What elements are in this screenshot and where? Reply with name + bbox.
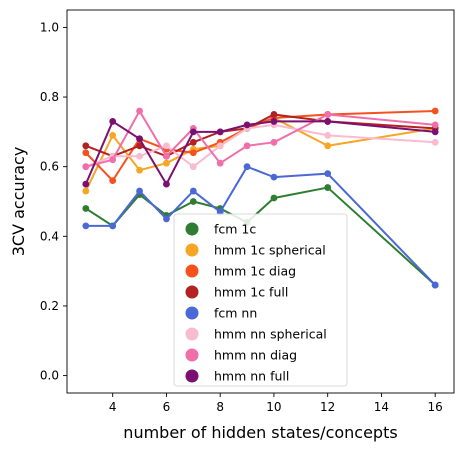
y-tick-label: 1.0 bbox=[40, 20, 59, 34]
data-point-hmm-nn-full bbox=[431, 128, 439, 136]
data-point-hmm-nn-spherical bbox=[216, 142, 224, 150]
data-point-fcm-nn bbox=[136, 187, 143, 195]
data-point-fcm-nn bbox=[82, 222, 90, 230]
legend-marker-fcm-nn bbox=[185, 306, 199, 320]
data-point-fcm-nn bbox=[189, 187, 197, 195]
series-line-hmm-nn-spherical bbox=[85, 123, 436, 168]
series-hmm-nn-full bbox=[82, 118, 439, 188]
plot-frame bbox=[66, 9, 455, 394]
data-point-hmm-nn-full bbox=[163, 180, 170, 188]
data-point-fcm-nn bbox=[431, 281, 439, 289]
data-point-fcm-nn bbox=[163, 215, 170, 223]
y-tick-label: 0.4 bbox=[40, 229, 59, 243]
data-point-hmm-1c-spherical bbox=[136, 166, 143, 174]
data-point-hmm-1c-spherical bbox=[82, 187, 90, 195]
data-point-fcm-1c bbox=[189, 198, 197, 205]
series-line-hmm-1c-diag bbox=[85, 109, 436, 182]
data-point-hmm-nn-diag bbox=[163, 152, 170, 160]
legend-marker-fcm-1c bbox=[185, 222, 199, 236]
x-tick-label: 14 bbox=[374, 400, 389, 414]
x-tick-label: 10 bbox=[266, 400, 281, 414]
legend-marker-hmm-nn-diag bbox=[185, 348, 199, 362]
data-point-hmm-nn-diag bbox=[431, 121, 439, 129]
legend-marker-hmm-1c-spherical bbox=[185, 243, 199, 257]
data-point-hmm-1c-diag bbox=[82, 149, 90, 157]
data-point-hmm-nn-spherical bbox=[324, 131, 332, 139]
legend-label-fcm-nn: fcm nn bbox=[214, 306, 257, 321]
series-line-hmm-nn-diag bbox=[85, 109, 436, 168]
y-axis-ticks: 0.0 0.2 0.4 0.6 0.8 1.0 bbox=[40, 20, 67, 383]
y-axis-label: 3CV accuracy bbox=[9, 147, 28, 257]
data-point-hmm-nn-diag bbox=[109, 156, 117, 164]
data-point-hmm-1c-spherical bbox=[324, 142, 332, 150]
x-tick-label: 6 bbox=[163, 400, 171, 414]
series-line-hmm-1c-full bbox=[85, 113, 436, 158]
legend-label-hmm-1c-diag: hmm 1c diag bbox=[214, 264, 296, 279]
legend-label-hmm-1c-full: hmm 1c full bbox=[214, 285, 288, 300]
legend-marker-hmm-nn-full bbox=[185, 369, 199, 383]
legend-label-hmm-nn-full: hmm nn full bbox=[214, 369, 289, 384]
y-tick-label: 0.0 bbox=[40, 369, 59, 383]
legend-label-hmm-nn-diag: hmm nn diag bbox=[214, 348, 297, 363]
data-point-hmm-nn-spherical bbox=[431, 138, 439, 146]
data-point-hmm-1c-full bbox=[82, 142, 90, 150]
data-point-hmm-nn-spherical bbox=[136, 152, 143, 160]
legend-box bbox=[173, 213, 348, 387]
data-point-hmm-nn-diag bbox=[216, 159, 224, 167]
data-point-hmm-1c-diag bbox=[109, 177, 117, 185]
series-layer bbox=[82, 107, 439, 289]
data-point-hmm-nn-full bbox=[270, 118, 278, 125]
data-point-hmm-1c-diag bbox=[189, 149, 197, 157]
series-line-fcm-1c bbox=[85, 186, 436, 286]
data-point-fcm-nn bbox=[324, 170, 332, 178]
legend-label-hmm-nn-spherical: hmm nn spherical bbox=[214, 327, 327, 342]
data-point-hmm-nn-full bbox=[216, 128, 224, 136]
data-point-fcm-1c bbox=[324, 184, 332, 191]
data-point-hmm-nn-full bbox=[324, 118, 332, 125]
data-point-hmm-nn-spherical bbox=[189, 163, 197, 171]
data-point-hmm-1c-full bbox=[270, 111, 278, 118]
series-hmm-nn-diag bbox=[82, 107, 439, 171]
legend: fcm 1c hmm 1c spherical hmm 1c diag hmm 1c … bbox=[173, 213, 348, 387]
data-point-fcm-nn bbox=[243, 163, 251, 171]
data-point-hmm-nn-full bbox=[243, 121, 251, 129]
legend-label-hmm-1c-spherical: hmm 1c spherical bbox=[214, 243, 326, 258]
y-tick-label: 0.6 bbox=[40, 160, 59, 174]
data-point-fcm-nn bbox=[270, 173, 278, 181]
data-point-hmm-1c-full bbox=[189, 138, 197, 146]
data-point-hmm-nn-spherical bbox=[163, 142, 170, 150]
legend-marker-hmm-1c-full bbox=[185, 285, 199, 299]
legend-marker-hmm-1c-diag bbox=[185, 264, 199, 278]
data-point-fcm-1c bbox=[82, 205, 90, 212]
x-tick-label: 4 bbox=[109, 400, 117, 414]
x-axis-label: number of hidden states/concepts bbox=[123, 423, 397, 442]
data-point-hmm-nn-full bbox=[82, 180, 90, 188]
series-line-fcm-nn bbox=[85, 165, 436, 286]
y-tick-label: 0.8 bbox=[40, 90, 59, 104]
data-point-hmm-1c-diag bbox=[431, 107, 439, 115]
data-point-hmm-nn-full bbox=[109, 118, 117, 125]
data-point-hmm-nn-diag bbox=[324, 111, 332, 118]
legend-label-fcm-1c: fcm 1c bbox=[214, 222, 256, 237]
data-point-hmm-nn-diag bbox=[82, 163, 90, 171]
data-point-hmm-nn-diag bbox=[136, 107, 143, 115]
data-point-fcm-1c bbox=[270, 194, 278, 202]
data-point-hmm-1c-spherical bbox=[109, 131, 117, 139]
y-tick-label: 0.2 bbox=[40, 299, 59, 313]
data-point-hmm-nn-diag bbox=[243, 142, 251, 150]
data-point-hmm-nn-diag bbox=[270, 138, 278, 146]
legend-marker-hmm-nn-spherical bbox=[185, 327, 199, 341]
x-tick-label: 8 bbox=[216, 400, 224, 414]
series-line-hmm-nn-full bbox=[84, 120, 436, 186]
data-point-hmm-1c-full bbox=[136, 142, 143, 150]
data-point-hmm-1c-spherical bbox=[163, 159, 170, 167]
x-axis-ticks: 4 6 8 10 12 14 16 bbox=[109, 393, 443, 414]
data-point-hmm-nn-full bbox=[189, 128, 197, 136]
data-point-hmm-nn-full bbox=[136, 135, 143, 143]
data-point-fcm-nn bbox=[109, 222, 117, 230]
x-tick-label: 12 bbox=[320, 400, 335, 414]
x-tick-label: 16 bbox=[428, 400, 443, 414]
